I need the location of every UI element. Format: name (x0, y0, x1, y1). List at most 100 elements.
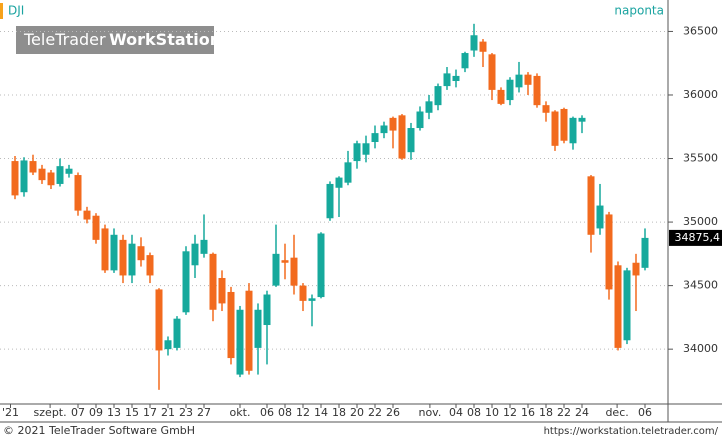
candle-body (227, 291, 235, 359)
candle-body (56, 166, 64, 184)
candle-body (272, 253, 280, 286)
x-tick-label: 08 (278, 406, 292, 419)
candle-body (587, 176, 595, 235)
candle-body (506, 79, 514, 101)
candle-body (65, 168, 73, 174)
candle-body (281, 260, 289, 263)
x-tick-label: 18 (332, 406, 346, 419)
copyright: © 2021 TeleTrader Software GmbH (3, 424, 195, 437)
candle-body (452, 75, 460, 82)
symbol-marker (0, 3, 3, 19)
symbol: DJI (8, 4, 24, 18)
x-tick-label: 07 (71, 406, 85, 419)
candle-body (425, 101, 433, 113)
candle-body (200, 239, 208, 254)
y-tick-label: 36500 (683, 24, 718, 37)
candle-body (560, 108, 568, 141)
x-tick-label: 21 (161, 406, 175, 419)
x-tick-label: 20 (350, 406, 364, 419)
candle-body (299, 285, 307, 301)
candle-body (254, 309, 262, 348)
candle-body (29, 161, 37, 173)
candle-body (83, 210, 91, 220)
candle-body (623, 270, 631, 341)
watermark-box (16, 26, 214, 54)
candle-body (20, 160, 28, 193)
x-tick-label: 04 (449, 406, 463, 419)
x-tick-label: okt. (230, 406, 251, 419)
x-tick-label: 27 (197, 406, 211, 419)
candle-body (191, 243, 199, 266)
x-tick-label: dec. (605, 406, 628, 419)
y-tick-label: 35500 (683, 152, 718, 165)
candle-body (209, 253, 217, 310)
x-tick-label: 23 (179, 406, 193, 419)
x-tick-label: 10 (485, 406, 499, 419)
candle-body (461, 53, 469, 69)
candle-body (317, 233, 325, 298)
last-price-label: 34875,4 (675, 231, 721, 244)
candle-body (245, 290, 253, 371)
candle-body (515, 74, 523, 88)
candle-body (326, 183, 334, 219)
candle-body (407, 128, 415, 153)
candle-body (182, 251, 190, 313)
candle-body (533, 75, 541, 106)
x-tick-label: 26 (386, 406, 400, 419)
x-tick-label: 22 (368, 406, 382, 419)
x-tick-label: 14 (314, 406, 328, 419)
candle-body (146, 255, 154, 276)
candle-body (38, 168, 46, 181)
candle-body (641, 237, 649, 268)
candle-body (11, 161, 19, 196)
candle-body (74, 175, 82, 211)
candle-body (362, 143, 370, 155)
candle-body (632, 262, 640, 276)
watermark-part: TeleTrader (23, 30, 106, 49)
x-tick-label: 18 (539, 406, 553, 419)
candle-body (353, 143, 361, 162)
x-tick-label: 24 (575, 406, 589, 419)
x-tick-label: 17 (143, 406, 157, 419)
x-tick-label: 09 (89, 406, 103, 419)
candle-body (47, 172, 55, 186)
candle-body (335, 177, 343, 188)
candle-body (551, 111, 559, 146)
candle-body (443, 73, 451, 87)
x-tick-label: 06 (638, 406, 652, 419)
candle-body (137, 246, 145, 261)
candle-body (596, 205, 604, 229)
y-tick-label: 36000 (683, 88, 718, 101)
url: https://workstation.teletrader.com/ (544, 426, 719, 437)
x-tick-label: 12 (503, 406, 517, 419)
candle-body (263, 294, 271, 326)
candle-body (101, 228, 109, 271)
candle-body (128, 243, 136, 276)
candle-body (416, 111, 424, 129)
candle-body (110, 234, 118, 271)
candle-body (308, 298, 316, 301)
candle-body (380, 125, 388, 134)
candle-body (614, 265, 622, 348)
x-tick-label: 12 (296, 406, 310, 419)
last-price-tag (669, 229, 722, 246)
candle-body (434, 86, 442, 106)
candle-body (371, 133, 379, 143)
x-tick-label: 08 (467, 406, 481, 419)
candle-body (155, 289, 163, 351)
candle-body (290, 257, 298, 286)
candle-body (218, 277, 226, 304)
x-tick-label: 22 (557, 406, 571, 419)
y-tick-label: 35000 (683, 215, 718, 228)
candle-body (578, 117, 586, 122)
y-tick-label: 34000 (683, 342, 718, 355)
candle-body (605, 214, 613, 290)
candle-body (344, 162, 352, 183)
y-tick-label: 34500 (683, 279, 718, 292)
candle-body (542, 105, 550, 113)
candle-body (488, 54, 496, 90)
x-tick-label: 06 (260, 406, 274, 419)
candle-body (497, 89, 505, 104)
